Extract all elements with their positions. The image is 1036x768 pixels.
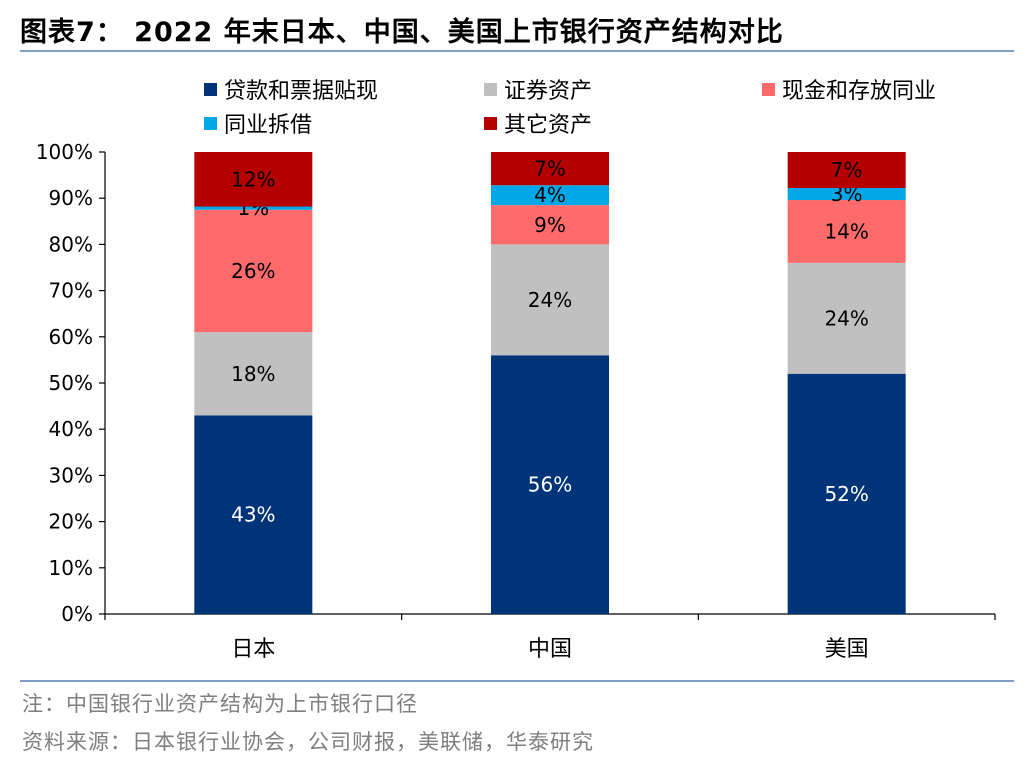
legend-swatch [484, 117, 497, 130]
chart-title: 图表7： 2022 年末日本、中国、美国上市银行资产结构对比 [20, 17, 784, 48]
bar-segment [194, 415, 313, 614]
legend-swatch [204, 117, 217, 130]
legend-label: 贷款和票据贴现 [224, 79, 378, 104]
legend-swatch [762, 83, 775, 96]
bar-data-label: 7% [534, 157, 566, 181]
bar-segment [787, 200, 906, 263]
title-divider [20, 50, 1014, 52]
y-tick-label: 30% [49, 463, 93, 487]
bar-data-label: 18% [231, 362, 275, 386]
x-category-label: 日本 [231, 637, 275, 662]
x-category-label: 美国 [825, 637, 869, 662]
bar-segment [194, 209, 313, 333]
y-tick-label: 100% [36, 140, 93, 164]
bar-data-label: 4% [534, 183, 566, 207]
bar-segment [491, 244, 609, 356]
bar-segment [491, 185, 609, 206]
bar-segment [787, 152, 906, 189]
bar-segment [787, 188, 906, 201]
legend-label: 其它资产 [504, 113, 592, 138]
y-tick-label: 10% [49, 556, 93, 580]
legend-label: 证券资产 [504, 79, 592, 104]
bar-data-label: 24% [824, 306, 868, 330]
bar-data-label: 7% [831, 158, 863, 182]
bar-segment [491, 355, 609, 614]
y-tick-label: 70% [49, 279, 93, 303]
y-tick-label: 90% [49, 186, 93, 210]
bar-segment [194, 206, 313, 210]
legend-label: 同业拆借 [224, 113, 312, 138]
legend-swatch [484, 83, 497, 96]
y-tick-label: 50% [49, 371, 93, 395]
bar-data-label: 24% [528, 288, 572, 312]
bar-data-label: 52% [824, 482, 868, 506]
chart-source: 资料来源：日本银行业协会，公司财报，美联储，华泰研究 [22, 730, 594, 754]
chart-note: 注：中国银行业资产结构为上市银行口径 [22, 692, 418, 716]
legend-label: 现金和存放同业 [782, 79, 936, 104]
legend-swatch [204, 83, 217, 96]
bar-segment [491, 152, 609, 186]
y-tick-label: 80% [49, 232, 93, 256]
bar-data-label: 12% [231, 167, 275, 191]
bar-segment [787, 373, 906, 614]
stacked-bar-chart: 0% 10% 20% 30% 40% 50% 60% 70% 80% 90% 100% 43% 18% 2… [36, 79, 996, 662]
bar-data-label: 43% [231, 503, 275, 527]
footer-divider [20, 680, 1014, 682]
bar-segment [491, 205, 609, 245]
bar-segment [194, 332, 313, 416]
bar-segment [787, 262, 906, 374]
bar-data-label: 14% [824, 219, 868, 243]
bar-segment [194, 152, 313, 207]
y-tick-label: 20% [49, 510, 93, 534]
y-tick-label: 60% [49, 325, 93, 349]
x-category-label: 中国 [528, 637, 572, 662]
bar-data-label: 9% [534, 213, 566, 237]
y-tick-label: 0% [61, 602, 93, 626]
bar-data-label: 26% [231, 259, 275, 283]
y-tick-label: 40% [49, 417, 93, 441]
bar-data-label: 56% [528, 473, 572, 497]
